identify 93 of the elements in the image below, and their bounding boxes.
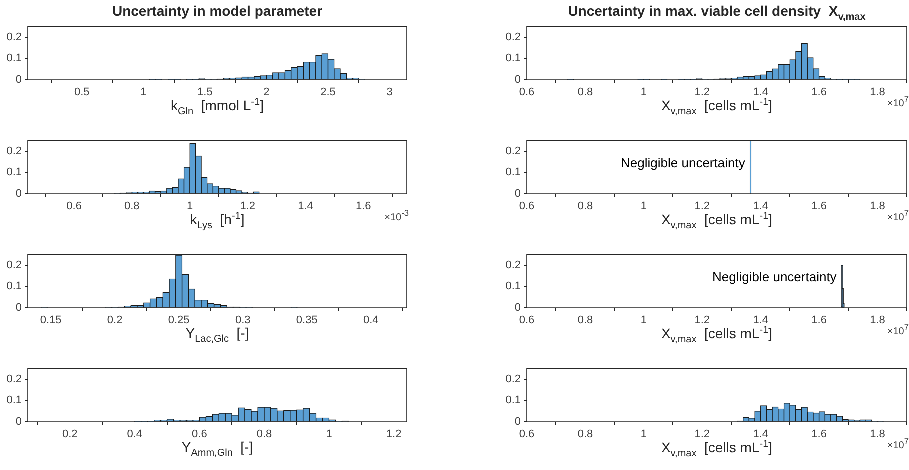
y-tick-label: 0.1: [506, 52, 521, 65]
x-axis-title: X$_{v,max}$ [cells mL$^{-1}$]: [661, 439, 773, 460]
y-tick-label: 0.2: [506, 145, 521, 158]
y-tick-label: 0: [16, 74, 22, 86]
x-tick-label: 1: [640, 86, 647, 99]
x-tick-label: 2.5: [320, 86, 336, 99]
y-tick-label: 0: [16, 416, 22, 428]
x-tick-label: 1.4: [753, 200, 768, 213]
x-tick-label: 0.8: [578, 314, 594, 327]
x-tick-label: 1.2: [694, 200, 710, 213]
x-tick-label: 0.6: [519, 314, 535, 327]
x-tick-label: 1.8: [870, 86, 886, 99]
x-tick-label: 3: [386, 86, 393, 99]
x-tick-label: 1.4: [753, 314, 768, 327]
y-tick-label: 0.1: [6, 394, 22, 407]
chart-title: Uncertainty in model parameter: [111, 3, 324, 19]
y-tick-label: 0.2: [6, 31, 22, 44]
x-tick-label: 0.35: [296, 314, 318, 327]
x-tick-label: 1.4: [753, 86, 768, 99]
y-tick-label: 0: [514, 416, 521, 428]
y-tick-label: 0: [514, 74, 521, 86]
x-tick-label: 0.8: [578, 86, 594, 99]
x-tick-label: 0.4: [127, 428, 143, 441]
x-tick-label: 1.6: [356, 200, 372, 213]
x-tick-label: 1: [140, 86, 147, 99]
text: ×10$^{7}$: [887, 94, 909, 110]
y-tick-label: 0.1: [6, 52, 22, 65]
x-tick-label: 0.8: [578, 200, 594, 213]
x-tick-label: 0.8: [124, 200, 140, 213]
y-tick-label: 0.1: [506, 394, 521, 407]
y-tick-label: 0: [16, 302, 22, 314]
x-tick-label: 0.6: [519, 86, 535, 99]
x-tick-label: 1: [640, 200, 647, 213]
x-tick-label: 0.6: [519, 428, 535, 441]
x-axis-title: X$_{v,max}$ [cells mL$^{-1}$]: [661, 325, 773, 346]
x-tick-label: 1: [640, 428, 647, 441]
x-axis-title: X$_{v,max}$ [cells mL$^{-1}$]: [661, 211, 773, 232]
x-tick-label: 0.5: [74, 86, 90, 99]
chart-title: Uncertainty in max. viable cell density X$_{v,max}$: [567, 3, 867, 23]
x-tick-label: 1.4: [753, 428, 768, 441]
y-tick-label: 0.2: [506, 31, 521, 44]
x-tick-label: 1: [326, 428, 332, 441]
x-tick-label: 1.4: [298, 200, 314, 213]
x-tick-label: 1: [186, 200, 194, 213]
text: ×10$^{7}$: [887, 208, 909, 224]
x-tick-label: 0.2: [62, 428, 78, 441]
x-tick-label: 1.2: [240, 200, 256, 213]
x-tick-label: 0.6: [519, 200, 535, 213]
x-tick-label: 1.2: [386, 428, 402, 441]
x-axis-title: X$_{v,max}$ [cells mL$^{-1}$]: [661, 97, 773, 118]
x-tick-label: 1.6: [812, 200, 827, 213]
x-tick-label: 0.2: [107, 314, 123, 327]
y-tick-label: 0.1: [6, 166, 22, 179]
x-tick-label: 2: [264, 86, 270, 99]
x-tick-label: 1.2: [694, 428, 710, 441]
y-tick-label: 0: [514, 302, 521, 314]
x-tick-label: 1.8: [870, 428, 886, 441]
x-tick-label: 1.2: [694, 86, 710, 99]
y-tick-label: 0: [514, 188, 521, 200]
x-axis-title: Y$_{Lac,Glc}$ [-]: [184, 325, 250, 345]
x-tick-label: 1.8: [870, 314, 886, 327]
x-tick-label: 1.6: [812, 428, 827, 441]
x-tick-label: 0.15: [40, 314, 62, 327]
x-tick-label: 0.6: [66, 200, 82, 213]
x-tick-label: 0.8: [578, 428, 594, 441]
x-tick-label: 1.2: [694, 314, 710, 327]
x-tick-label: 1: [640, 314, 647, 327]
x-tick-label: 0.8: [256, 428, 272, 441]
annotation: Negligible uncertainty: [712, 270, 838, 285]
x-tick-label: 0.4: [364, 314, 379, 327]
annotation: Negligible uncertainty: [621, 156, 746, 171]
y-tick-label: 0.1: [506, 280, 521, 293]
x-tick-label: 0.25: [168, 314, 190, 327]
text: ×10$^{7}$: [887, 322, 909, 338]
y-tick-label: 0: [16, 188, 22, 200]
text: ×10$^{-3}$: [384, 208, 409, 224]
y-tick-label: 0.2: [506, 259, 521, 272]
x-axis-title: Y$_{Amm,Gln}$ [-]: [180, 439, 254, 459]
x-tick-label: 0.6: [192, 428, 208, 441]
x-axis-title: k$_{Lys}$ [h$^{-1}$]: [190, 211, 245, 232]
x-axis-title: k$_{Gln}$ [mmol L$^{-1}$]: [170, 97, 265, 118]
x-tick-label: 1.6: [812, 314, 827, 327]
x-tick-label: 1.8: [870, 200, 886, 213]
y-tick-label: 0.1: [6, 280, 22, 293]
y-tick-label: 0.1: [506, 166, 521, 179]
x-tick-label: 1.5: [198, 86, 213, 99]
y-tick-label: 0.2: [506, 373, 521, 386]
x-tick-label: 0.3: [235, 314, 251, 327]
x-tick-label: 1.6: [812, 86, 827, 99]
y-tick-label: 0.2: [6, 373, 22, 386]
text: ×10$^{7}$: [887, 436, 909, 452]
y-tick-label: 0.2: [6, 259, 22, 272]
y-tick-label: 0.2: [6, 145, 22, 158]
